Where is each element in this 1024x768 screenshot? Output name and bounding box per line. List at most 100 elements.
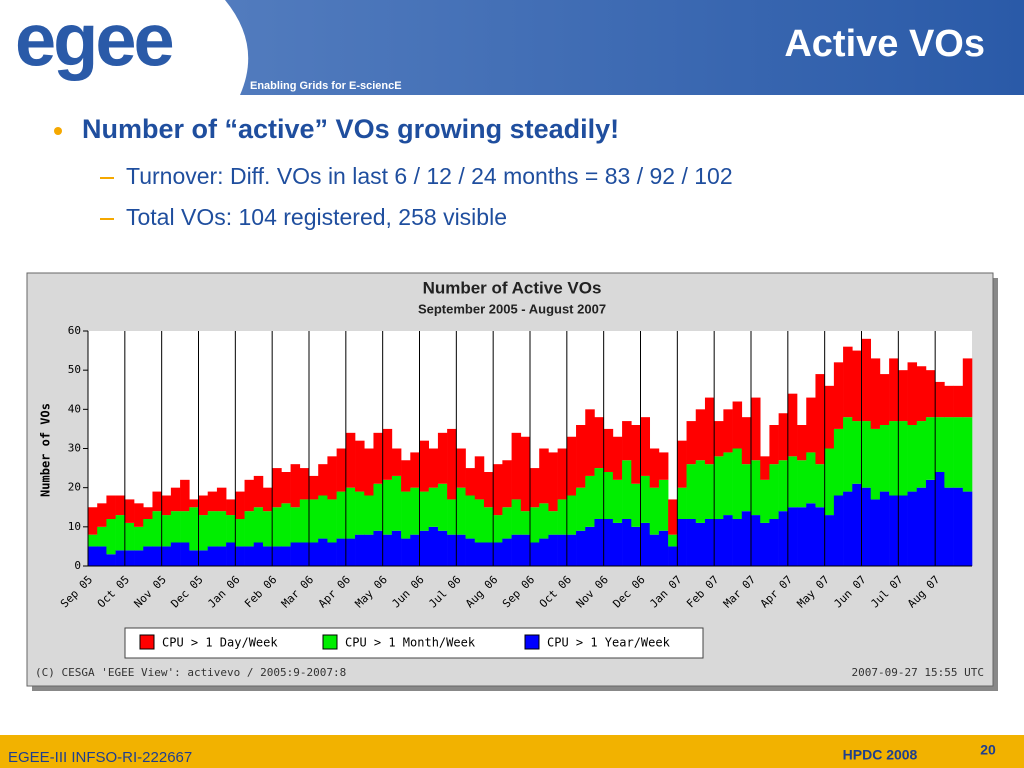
bar-segment bbox=[281, 503, 291, 547]
bar-segment bbox=[244, 546, 255, 566]
bar-segment bbox=[594, 468, 604, 519]
bar-segment bbox=[235, 519, 245, 547]
bar-segment bbox=[318, 495, 328, 539]
bar-segment bbox=[216, 546, 227, 566]
bar-segment bbox=[226, 499, 236, 516]
bar-segment bbox=[658, 452, 669, 480]
bar-segment bbox=[474, 456, 485, 500]
bar-segment bbox=[437, 432, 448, 484]
bar-segment bbox=[898, 370, 908, 422]
bar-segment bbox=[566, 534, 577, 566]
page-number: 20 bbox=[980, 742, 996, 758]
bar-segment bbox=[235, 546, 245, 566]
bar-segment bbox=[180, 542, 190, 566]
bar-segment bbox=[612, 436, 623, 480]
bar-segment bbox=[631, 526, 641, 566]
sub-bullet: Total VOs: 104 registered, 258 visible bbox=[126, 204, 507, 230]
y-tick-label: 40 bbox=[68, 402, 81, 415]
footnote: 2007-09-27 15:55 UTC bbox=[852, 666, 984, 679]
legend-label: CPU > 1 Day/Week bbox=[162, 636, 278, 650]
bar-segment bbox=[235, 491, 245, 519]
bar-segment bbox=[686, 421, 697, 465]
bar-segment bbox=[106, 495, 116, 519]
bar-segment bbox=[327, 499, 337, 543]
bar-segment bbox=[732, 401, 743, 449]
bar-segment bbox=[465, 468, 476, 496]
bar-segment bbox=[97, 526, 107, 547]
bar-segment bbox=[695, 522, 706, 566]
bar-segment bbox=[797, 460, 807, 508]
bar-segment bbox=[373, 530, 383, 566]
bar-segment bbox=[769, 425, 779, 465]
bar-segment bbox=[262, 487, 273, 512]
bar-segment bbox=[161, 515, 172, 547]
bar-segment bbox=[548, 452, 558, 512]
bar-segment bbox=[327, 456, 337, 500]
bar-segment bbox=[180, 479, 190, 512]
bar-segment bbox=[115, 550, 126, 566]
bar-segment bbox=[548, 534, 558, 566]
bar-segment bbox=[152, 546, 162, 566]
y-tick-label: 0 bbox=[74, 559, 81, 572]
bar-segment bbox=[576, 530, 586, 566]
bar-segment bbox=[364, 448, 374, 496]
bar-segment bbox=[511, 499, 522, 535]
bar-segment bbox=[299, 499, 310, 543]
bar-segment bbox=[364, 495, 374, 535]
bar-segment bbox=[824, 515, 835, 566]
bar-segment bbox=[170, 487, 181, 512]
bar-segment bbox=[327, 542, 337, 566]
bar-segment bbox=[539, 448, 549, 504]
bar-segment bbox=[493, 542, 503, 566]
bar-segment bbox=[751, 460, 761, 516]
y-tick-label: 10 bbox=[68, 520, 81, 533]
bar-segment bbox=[355, 491, 365, 535]
bar-segment bbox=[447, 499, 457, 535]
legend-label: CPU > 1 Year/Week bbox=[547, 636, 671, 650]
bar-segment bbox=[704, 464, 715, 519]
bar-segment bbox=[198, 495, 209, 516]
bar-segment bbox=[253, 542, 264, 566]
bar-segment bbox=[944, 417, 954, 488]
bar-segment bbox=[944, 487, 954, 566]
chart-title: Number of Active VOs bbox=[423, 278, 602, 297]
bar-segment bbox=[833, 362, 844, 429]
bar-segment bbox=[603, 428, 614, 472]
bar-segment bbox=[668, 499, 678, 535]
bar-segment bbox=[907, 362, 918, 425]
bar-segment bbox=[382, 428, 393, 480]
bar-segment bbox=[640, 522, 651, 566]
bar-segment bbox=[493, 515, 503, 543]
bar-segment bbox=[898, 495, 908, 566]
bar-segment bbox=[695, 409, 706, 461]
bar-segment bbox=[290, 507, 301, 543]
bar-segment bbox=[336, 448, 347, 492]
bar-segment bbox=[106, 554, 116, 566]
bar-segment bbox=[502, 538, 512, 566]
bar-segment bbox=[97, 546, 107, 566]
bar-segment bbox=[576, 487, 586, 531]
bar-segment bbox=[686, 464, 697, 519]
bar-segment bbox=[419, 440, 430, 492]
bar-segment bbox=[953, 385, 964, 418]
bar-segment bbox=[806, 503, 816, 566]
bar-segment bbox=[815, 507, 825, 566]
bar-segment bbox=[410, 534, 420, 566]
bar-segment bbox=[925, 417, 936, 480]
bar-segment bbox=[272, 468, 282, 508]
bar-segment bbox=[198, 515, 209, 551]
bar-segment bbox=[852, 421, 862, 484]
y-tick-label: 60 bbox=[68, 324, 81, 337]
bar-segment bbox=[401, 460, 411, 492]
bar-segment bbox=[253, 475, 264, 508]
bar-segment bbox=[189, 499, 199, 508]
bar-segment bbox=[603, 519, 614, 566]
bar-segment bbox=[704, 519, 715, 566]
bar-segment bbox=[879, 374, 890, 425]
bar-segment bbox=[566, 436, 577, 496]
bar-segment bbox=[889, 358, 899, 422]
bar-segment bbox=[640, 475, 651, 523]
bar-segment bbox=[124, 499, 135, 523]
bar-segment bbox=[778, 460, 789, 512]
bar-segment bbox=[714, 519, 724, 566]
